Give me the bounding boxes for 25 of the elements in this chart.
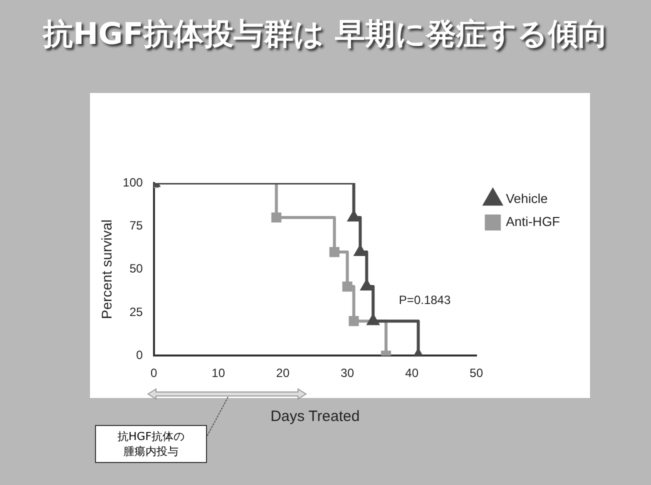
point: [367, 314, 379, 326]
x-tick-label: 0: [150, 366, 158, 380]
point: [348, 211, 360, 222]
y-tick-label: 0: [136, 348, 144, 362]
x-tick-label: 30: [340, 366, 354, 380]
x-tick-label: 10: [212, 366, 226, 380]
chart-title: 抗HGF抗体投与群は 早期に発症する傾向: [41, 16, 609, 54]
legend-label: Anti-HGF: [506, 214, 560, 230]
point: [360, 280, 373, 291]
point: [342, 282, 352, 292]
point: [329, 247, 340, 258]
y-tick-label: 25: [129, 304, 144, 319]
y-axis-title: Percent survival: [98, 220, 114, 320]
y-tick-label: 75: [129, 218, 144, 232]
point: [354, 246, 366, 256]
text: 抗HGF抗体の腫瘍内投与: [95, 425, 207, 463]
annotation: P=0.1843: [398, 292, 451, 307]
x-axis-title: Days Treated: [270, 408, 360, 426]
x-tick-label: 20: [276, 366, 290, 380]
y-tick-label: 100: [122, 175, 144, 190]
legend-label: Vehicle: [506, 191, 548, 206]
x-tick-label: 50: [470, 366, 484, 380]
x-tick-label: 40: [405, 366, 419, 380]
point: [271, 212, 282, 223]
y-tick-label: 50: [129, 262, 144, 276]
